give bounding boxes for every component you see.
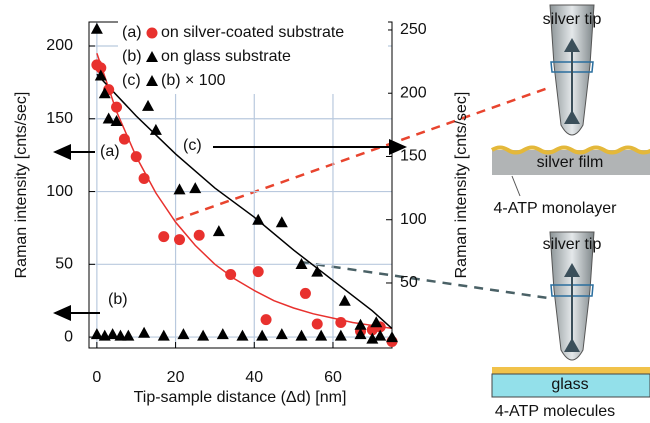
y-tick-label: 200 (46, 37, 73, 54)
point (98, 87, 111, 99)
point (189, 182, 202, 194)
point (118, 133, 130, 145)
x-tick-label: 0 (92, 369, 101, 386)
point (354, 318, 367, 330)
point (252, 213, 265, 225)
point (95, 62, 107, 74)
legend-label: (b) (122, 48, 142, 65)
point (311, 318, 323, 330)
point (90, 22, 103, 34)
point (311, 265, 324, 277)
point (157, 329, 170, 341)
point (173, 183, 186, 195)
fit-line (96, 53, 393, 330)
layer-label: 4-ATP monolayer (493, 200, 617, 217)
point (114, 329, 127, 341)
molecule-layer (492, 367, 650, 374)
point (334, 329, 347, 341)
point (338, 294, 351, 306)
y-tick-label: 150 (46, 110, 73, 127)
legend-text: (b) × 100 (161, 72, 226, 89)
point (370, 316, 383, 328)
x-tick-label: 20 (167, 369, 185, 386)
point (138, 172, 150, 184)
point (102, 112, 115, 124)
legend-text: on silver-coated substrate (161, 24, 344, 41)
point (299, 287, 311, 299)
point (177, 328, 190, 340)
point (295, 258, 308, 270)
legend-text: on glass substrate (161, 48, 291, 65)
link-line (299, 260, 549, 300)
y2-axis-title: Raman intensity [cnts/sec] (453, 92, 470, 279)
y2-tick-label: 250 (400, 21, 427, 38)
annotation: (a) (100, 143, 120, 160)
y2-tick-label: 200 (400, 84, 427, 101)
y2-tick-label: 100 (400, 211, 427, 228)
diagram-bottom: silver tip glass 4-ATP molecules (491, 231, 650, 420)
point (295, 329, 308, 341)
point (252, 266, 264, 278)
molecule-layer (490, 145, 650, 155)
substrate (491, 373, 650, 398)
point (149, 123, 162, 135)
legend-marker (146, 51, 158, 62)
point (374, 329, 387, 341)
substrate-label: glass (551, 376, 588, 393)
y-tick-label: 100 (46, 183, 73, 200)
point (256, 329, 269, 341)
legend-box (118, 20, 388, 94)
legend-marker (146, 27, 158, 39)
annotation: (b) (108, 291, 128, 308)
x-axis-title: Tip-sample distance (Δd) [nm] (134, 389, 347, 406)
y2-tick-label: 150 (400, 148, 427, 165)
legend-label: (c) (122, 72, 141, 89)
x-tick-label: 60 (324, 369, 342, 386)
leader (511, 175, 521, 197)
point (275, 216, 288, 228)
point (197, 329, 210, 341)
layer-label: 4-ATP molecules (495, 403, 615, 420)
point (366, 332, 379, 344)
point (174, 234, 186, 246)
annotation: (c) (183, 137, 202, 154)
point (386, 331, 398, 343)
y-tick-label: 50 (55, 256, 73, 273)
point (216, 328, 229, 340)
point (111, 101, 123, 113)
y-axis-title: Raman intensity [cnts/sec] (13, 92, 30, 279)
point (335, 317, 347, 329)
point (212, 225, 225, 237)
point (354, 328, 367, 340)
point (142, 99, 155, 111)
point (130, 151, 142, 163)
diagram-top: silver tip silver film 4-ATP monolayer (490, 4, 650, 217)
link-line (174, 86, 549, 222)
x-tick-label: 40 (245, 369, 263, 386)
point (315, 329, 328, 341)
fit-line (96, 73, 393, 330)
point (236, 329, 249, 341)
point (193, 229, 205, 241)
point (260, 314, 272, 326)
y-tick-label: 0 (64, 328, 73, 345)
point (158, 231, 170, 243)
point (90, 328, 103, 340)
y2-tick-label: 50 (400, 274, 418, 291)
point (225, 269, 237, 281)
point (110, 115, 123, 127)
point (122, 329, 135, 341)
point (106, 328, 119, 340)
legend-label: (a) (122, 24, 142, 41)
legend-marker (146, 75, 158, 86)
tip-label: silver tip (543, 236, 602, 253)
substrate-label: silver film (537, 154, 604, 171)
point (138, 326, 151, 338)
point (275, 328, 288, 340)
point (94, 69, 107, 81)
tip-label: silver tip (543, 11, 602, 28)
